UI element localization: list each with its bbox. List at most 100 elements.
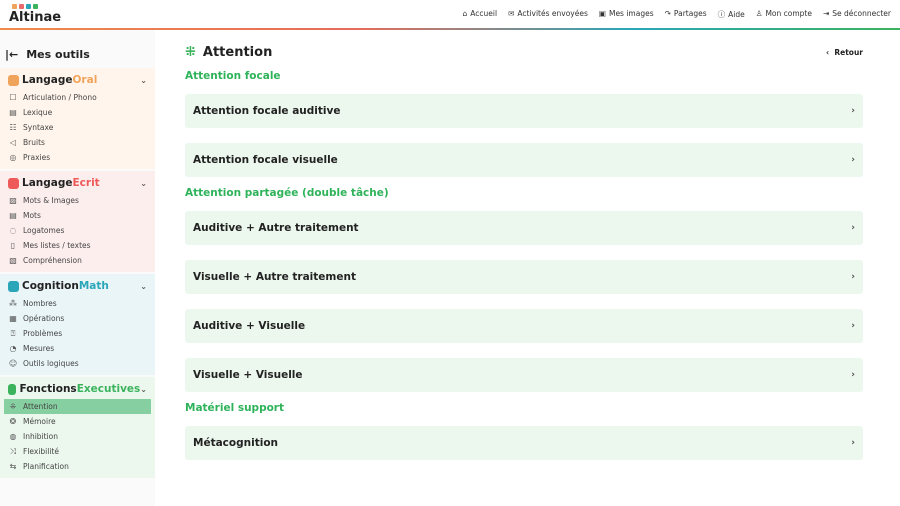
sidebar-item-label: Mots & Images: [23, 196, 79, 205]
activity-card[interactable]: Attention focale auditive ›: [185, 94, 863, 128]
nav-images[interactable]: ▣ Mes images: [599, 9, 654, 20]
nav-accueil[interactable]: ⌂ Accueil: [463, 9, 498, 20]
nav-label: Mon compte: [765, 9, 812, 18]
sidebar-item-label: Mes listes / textes: [23, 241, 91, 250]
sidebar-item[interactable]: ◎ Praxies: [0, 150, 155, 165]
back-button[interactable]: ‹ Retour: [826, 48, 863, 57]
chevron-right-icon: ›: [851, 438, 855, 448]
sidebar-item-label: Attention: [23, 402, 58, 411]
chevron-down-icon[interactable]: ⌄: [140, 281, 147, 291]
logo-dots: [12, 4, 61, 9]
tool-icon: ▤: [9, 108, 17, 117]
group-heading: Attention partagée (double tâche): [185, 187, 389, 199]
sidebar-item[interactable]: ◌ Logatomes: [0, 223, 155, 238]
nav-deconnecter[interactable]: ⇥ Se déconnecter: [823, 9, 891, 20]
tool-icon: ⇆: [9, 462, 17, 471]
sidebar-item[interactable]: ⍰ Problèmes: [0, 326, 155, 341]
page-title: ⁜ Attention: [185, 45, 863, 60]
section-header[interactable]: Fonctions Executives ⌄: [0, 379, 155, 399]
sidebar-item[interactable]: ◔ Mesures: [0, 341, 155, 356]
sidebar-item[interactable]: ▧ Compréhension: [0, 253, 155, 268]
sidebar-section: Cognition Math ⌄ ⁂ Nombres ▦ Opérations ⍰ Problè…: [0, 274, 155, 375]
section-icon: [8, 74, 19, 86]
tool-icon: ⁜: [9, 402, 17, 411]
chevron-right-icon: ›: [851, 321, 855, 331]
activity-card[interactable]: Auditive + Visuelle ›: [185, 309, 863, 343]
sidebar-item[interactable]: ▨ Mots & Images: [0, 193, 155, 208]
section-name: Cognition: [22, 280, 79, 292]
card-label: Attention focale auditive: [193, 105, 341, 117]
sidebar-title[interactable]: |← Mes outils: [0, 30, 155, 66]
image-icon: ▣: [598, 9, 606, 18]
logo-text: Altinae: [9, 10, 62, 25]
sidebar-item-label: Lexique: [23, 108, 53, 117]
back-label: Retour: [834, 48, 863, 57]
chevron-down-icon[interactable]: ⌄: [140, 178, 147, 188]
sidebar-item[interactable]: ▦ Opérations: [0, 311, 155, 326]
tool-icon: ❂: [9, 417, 17, 426]
sidebar-item-label: Mesures: [23, 344, 55, 353]
tool-icon: ◔: [9, 344, 17, 353]
logout-icon: ⇥: [822, 9, 830, 18]
nav-label: Mes images: [608, 9, 654, 18]
sidebar-item-label: Flexibilité: [23, 447, 59, 456]
tool-icon: ▦: [9, 314, 17, 323]
sidebar-item[interactable]: ▤ Mots: [0, 208, 155, 223]
collapse-arrow-icon[interactable]: |←: [5, 47, 19, 61]
tool-icon: ◁: [9, 138, 17, 147]
sidebar: |← Mes outils Langage Oral ⌄ ☐ Articulation /…: [0, 30, 155, 506]
top-header: Altinae ⌂ Accueil ✉ Activités envoyées ▣ Me…: [0, 0, 900, 30]
activity-card[interactable]: Métacognition ›: [185, 426, 863, 460]
sidebar-item-label: Compréhension: [23, 256, 82, 265]
card-label: Attention focale visuelle: [193, 154, 338, 166]
sidebar-item-label: Outils logiques: [23, 359, 79, 368]
nav-aide[interactable]: ⓘ Aide: [718, 9, 745, 20]
activity-card[interactable]: Attention focale visuelle ›: [185, 143, 863, 177]
section-header[interactable]: Langage Ecrit ⌄: [0, 173, 155, 193]
sidebar-item[interactable]: ⤨ Flexibilité: [0, 444, 155, 459]
sidebar-item[interactable]: ▤ Lexique: [0, 105, 155, 120]
sidebar-item[interactable]: ☺ Outils logiques: [0, 356, 155, 371]
activity-card[interactable]: Visuelle + Visuelle ›: [185, 358, 863, 392]
sidebar-item[interactable]: ⁜ Attention: [4, 399, 151, 414]
chevron-down-icon[interactable]: ⌄: [140, 384, 147, 394]
sidebar-item-label: Planification: [23, 462, 69, 471]
section-name-accent: Ecrit: [72, 177, 100, 189]
chevron-down-icon[interactable]: ⌄: [140, 75, 147, 85]
nav-label: Aide: [728, 10, 745, 19]
info-icon: ⓘ: [717, 10, 726, 19]
sidebar-item[interactable]: ❂ Mémoire: [0, 414, 155, 429]
home-icon: ⌂: [462, 9, 468, 18]
activity-card[interactable]: Visuelle + Autre traitement ›: [185, 260, 863, 294]
sidebar-item-label: Bruits: [23, 138, 45, 147]
sidebar-item[interactable]: ⇆ Planification: [0, 459, 155, 474]
sidebar-item[interactable]: ☷ Syntaxe: [0, 120, 155, 135]
tool-icon: ◎: [9, 153, 17, 162]
share-icon: ↷: [664, 9, 671, 18]
section-name-accent: Executives: [76, 383, 141, 395]
section-header[interactable]: Langage Oral ⌄: [0, 70, 155, 90]
tool-icon: ◍: [9, 432, 17, 441]
chevron-right-icon: ›: [851, 223, 855, 233]
logo[interactable]: Altinae: [9, 4, 61, 25]
tool-icon: ☷: [9, 123, 17, 132]
sidebar-item-label: Nombres: [23, 299, 57, 308]
nav-activites[interactable]: ✉ Activités envoyées: [508, 9, 588, 20]
nav-compte[interactable]: ♙ Mon compte: [756, 9, 812, 20]
user-icon: ♙: [755, 9, 763, 18]
sidebar-item-label: Logatomes: [23, 226, 65, 235]
sidebar-item[interactable]: ☐ Articulation / Phono: [0, 90, 155, 105]
card-label: Visuelle + Autre traitement: [193, 271, 356, 283]
sidebar-item[interactable]: ▯ Mes listes / textes: [0, 238, 155, 253]
section-name: Fonctions: [19, 383, 77, 395]
sidebar-item[interactable]: ◁ Bruits: [0, 135, 155, 150]
sidebar-section: Fonctions Executives ⌄ ⁜ Attention ❂ Mémoire ◍ I…: [0, 377, 155, 478]
section-header[interactable]: Cognition Math ⌄: [0, 276, 155, 296]
nav-partages[interactable]: ↷ Partages: [665, 9, 707, 20]
sidebar-item[interactable]: ⁂ Nombres: [0, 296, 155, 311]
activity-card[interactable]: Auditive + Autre traitement ›: [185, 211, 863, 245]
sidebar-item[interactable]: ◍ Inhibition: [0, 429, 155, 444]
card-label: Visuelle + Visuelle: [193, 369, 303, 381]
main-content: ⁜ Attention ‹ Retour Attention focale Atte…: [185, 30, 863, 460]
sidebar-item-label: Inhibition: [23, 432, 59, 441]
